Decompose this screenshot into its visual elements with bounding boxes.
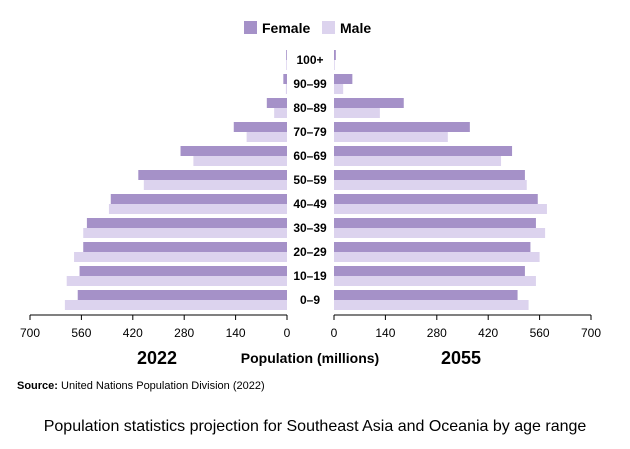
age-label: 100+: [296, 53, 323, 67]
year-label-right: 2055: [441, 348, 481, 368]
tick-label-right: 420: [478, 326, 498, 340]
source-label: Source:: [17, 380, 58, 392]
age-label: 70–79: [293, 125, 327, 139]
tick-label-left: 280: [174, 326, 194, 340]
tick-label-left: 140: [226, 326, 246, 340]
tick-label-right: 0: [331, 326, 338, 340]
tick-label-right: 560: [530, 326, 550, 340]
bar-2022-male: [143, 180, 287, 190]
bar-2055-male: [334, 300, 529, 310]
bar-2022-female: [233, 122, 287, 132]
tick-label-left: 420: [123, 326, 143, 340]
bar-2055-male: [334, 156, 502, 166]
bar-2022-male: [66, 276, 287, 286]
tick-label-left: 700: [20, 326, 40, 340]
bar-2022-male: [286, 60, 287, 70]
tick-label-right: 140: [375, 326, 395, 340]
bar-2022-male: [274, 108, 287, 118]
axes-group: 0 0 140 140 280 280 420 420 560 560 700 700: [20, 314, 601, 340]
bar-2022-female: [283, 74, 287, 84]
bar-2055-male: [334, 252, 540, 262]
bar-2022-male: [64, 300, 287, 310]
year-label-left: 2022: [137, 348, 177, 368]
bar-2055-male: [334, 60, 335, 70]
bar-2055-male: [334, 84, 344, 94]
bars-group: [64, 50, 547, 310]
age-label: 60–69: [293, 149, 327, 163]
legend-male-swatch: [322, 21, 335, 34]
bar-2055-male: [334, 108, 380, 118]
legend-male-label: Male: [340, 20, 371, 36]
bar-2055-male: [334, 276, 536, 286]
bar-2022-female: [86, 218, 288, 228]
bar-2022-male: [193, 156, 287, 166]
bar-2055-male: [334, 132, 448, 142]
bar-2055-female: [334, 98, 404, 108]
bar-2055-male: [334, 180, 527, 190]
bar-2022-female: [180, 146, 287, 156]
bar-2055-female: [334, 74, 353, 84]
bar-2022-female: [110, 194, 288, 204]
bar-2055-female: [334, 290, 518, 300]
source-note: Source: United Nations Population Divisi…: [17, 380, 265, 392]
bar-2055-male: [334, 228, 546, 238]
bar-2022-male: [74, 252, 287, 262]
age-label: 20–29: [293, 245, 327, 259]
bar-2022-female: [79, 266, 287, 276]
bar-2022-female: [77, 290, 287, 300]
bar-2022-female: [83, 242, 287, 252]
tick-label-right: 280: [427, 326, 447, 340]
bar-2022-male: [108, 204, 287, 214]
x-axis-title: Population (millions): [241, 350, 379, 366]
age-label: 30–39: [293, 221, 327, 235]
legend-female-swatch: [244, 21, 257, 34]
bar-2055-female: [334, 194, 538, 204]
figure-caption: Population statistics projection for Sou…: [43, 418, 587, 435]
tick-label-left: 0: [284, 326, 291, 340]
bar-2055-male: [334, 204, 547, 214]
age-labels-group: 100+ 90–99 80–89 70–79 60–69 50–59 40–49 30–39 2…: [293, 53, 327, 307]
tick-label-right: 700: [581, 326, 601, 340]
bar-2022-female: [266, 98, 287, 108]
tick-label-left: 560: [71, 326, 91, 340]
bar-2055-female: [334, 170, 525, 180]
age-label: 0–9: [300, 293, 320, 307]
bar-2022-female: [286, 50, 287, 60]
age-label: 50–59: [293, 173, 327, 187]
legend-female-label: Female: [262, 20, 310, 36]
source-text: United Nations Population Division (2022…: [57, 380, 265, 392]
bar-2055-female: [334, 50, 336, 60]
bar-2055-female: [334, 242, 531, 252]
bar-2055-female: [334, 218, 536, 228]
bar-2055-female: [334, 122, 470, 132]
age-label: 90–99: [293, 77, 327, 91]
bar-2022-male: [83, 228, 287, 238]
bar-2055-female: [334, 266, 525, 276]
population-pyramid-chart: Female Male 100+ 90–99 80–89 70–79 60–69 50–5…: [20, 20, 601, 368]
age-label: 40–49: [293, 197, 327, 211]
age-label: 80–89: [293, 101, 327, 115]
age-label: 10–19: [293, 269, 327, 283]
bar-2022-male: [285, 84, 287, 94]
legend: Female Male: [244, 20, 371, 36]
bar-2022-female: [138, 170, 287, 180]
bar-2055-female: [334, 146, 513, 156]
bar-2022-male: [246, 132, 287, 142]
